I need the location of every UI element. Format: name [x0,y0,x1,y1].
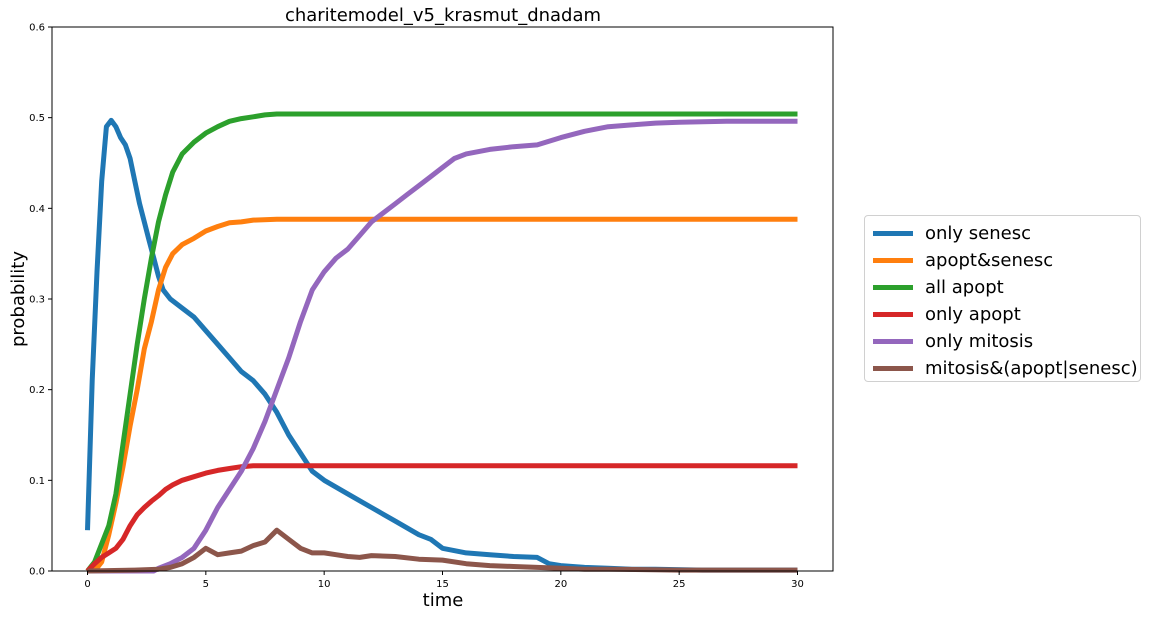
series-line [85,463,798,573]
legend-swatch [873,339,913,344]
x-tick-label: 0 [84,579,90,590]
legend: only senesc apopt&senesc all apopt only … [864,215,1141,382]
x-tick-label: 15 [436,579,449,590]
legend-swatch [873,312,913,317]
y-tick-label: 0.0 [29,567,45,578]
legend-label: only apopt [925,304,1021,325]
x-tick-label: 30 [791,579,804,590]
legend-swatch [873,366,913,371]
legend-item: mitosis&(apopt|senesc) [871,355,1140,382]
series-line [87,216,798,574]
legend-label: only senesc [925,223,1032,244]
x-tick-label: 10 [318,579,331,590]
plot-area: 0 5 10 15 20 25 30 0.0 0.1 0.2 0.3 0.4 0.5 0.6 [29,23,834,590]
y-tick-label: 0.5 [29,113,45,124]
y-tick-label: 0.1 [29,476,45,487]
y-tick-label: 0.3 [29,295,45,306]
y-tick-label: 0.2 [29,385,45,396]
series-line [87,118,798,574]
series-line [87,527,798,574]
series-line [85,117,798,573]
series-line [85,111,798,573]
x-tick-label: 20 [554,579,567,590]
legend-swatch [873,258,913,263]
legend-swatch [873,285,913,290]
chart-title: charitemodel_v5_krasmut_dnadam [285,5,601,26]
legend-item: only senesc [871,220,1140,247]
y-tick-label: 0.6 [29,23,45,34]
x-tick-label: 5 [203,579,209,590]
legend-swatch [873,231,913,236]
y-tick-label: 0.4 [29,204,45,215]
legend-item: only mitosis [871,328,1140,355]
x-axis-label: time [423,590,464,611]
legend-item: apopt&senesc [871,247,1140,274]
legend-item: only apopt [871,301,1140,328]
x-tick-label: 25 [673,579,686,590]
legend-label: mitosis&(apopt|senesc) [925,358,1138,379]
legend-label: apopt&senesc [925,250,1054,271]
y-axis-label: probability [8,251,29,347]
legend-label: only mitosis [925,331,1034,352]
legend-item: all apopt [871,274,1140,301]
legend-label: all apopt [925,277,1004,298]
